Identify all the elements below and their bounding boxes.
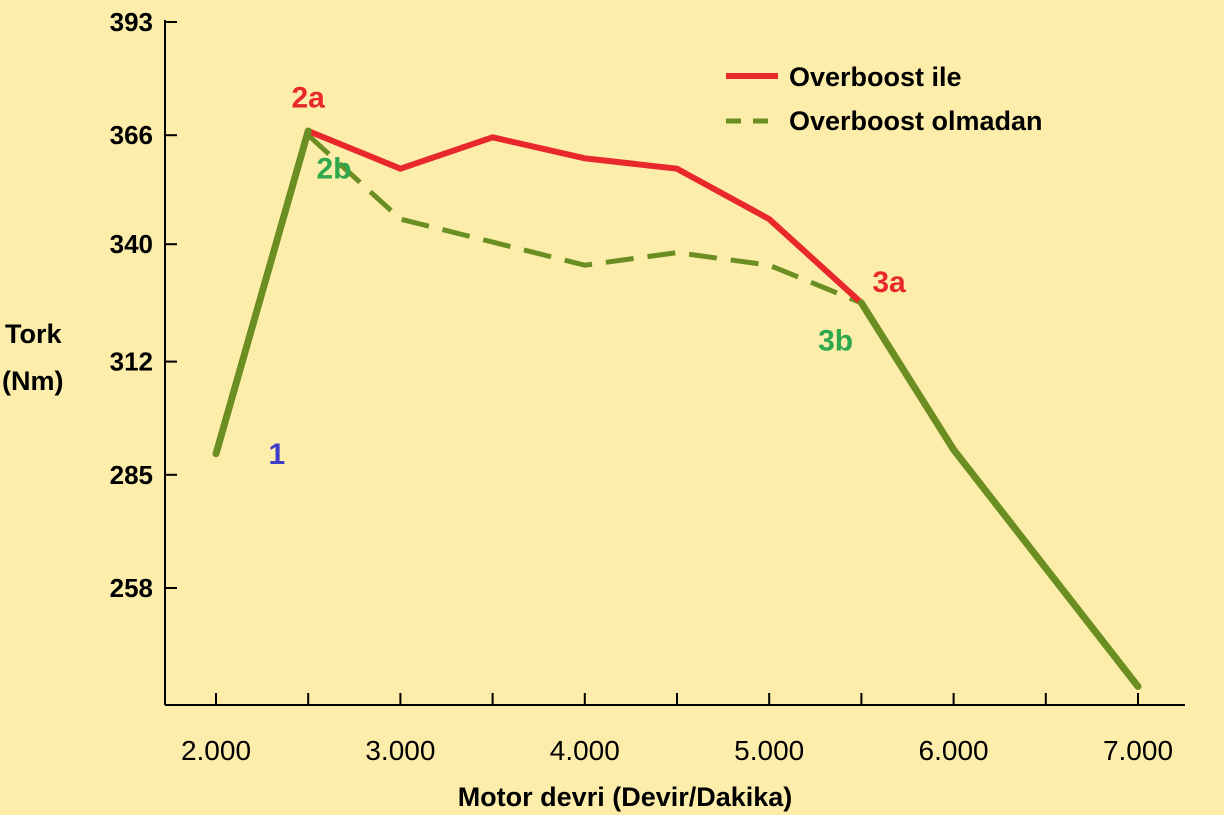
point-label-2b: 2b <box>317 153 352 186</box>
x-tick-label: 5.000 <box>734 735 804 766</box>
series-line-overboost-ile <box>308 131 861 303</box>
x-axis-title: Motor devri (Devir/Dakika) <box>458 782 793 812</box>
x-ticks: 2.000 3.000 4.000 5.000 6.000 7.000 <box>181 693 1173 766</box>
y-tick-label: 285 <box>110 460 153 490</box>
x-tick-label: 4.000 <box>550 735 620 766</box>
y-tick-label: 393 <box>110 7 153 37</box>
point-label-3b: 3b <box>818 325 853 358</box>
point-label-1: 1 <box>269 438 286 471</box>
y-axis-title-line-1: Tork <box>5 319 62 349</box>
x-tick-label: 6.000 <box>919 735 989 766</box>
y-tick-label: 366 <box>110 120 153 150</box>
point-label-3a: 3a <box>872 266 906 299</box>
annotations: 1 2a 2b 3a 3b <box>269 81 907 470</box>
x-tick-label: 7.000 <box>1103 735 1173 766</box>
legend-label-overboost-olmadan: Overboost olmadan <box>789 106 1043 136</box>
y-tick-label: 258 <box>110 573 153 603</box>
point-label-2a: 2a <box>292 81 326 114</box>
y-tick-label: 340 <box>110 229 153 259</box>
y-ticks: 258 285 312 340 366 393 <box>110 7 177 603</box>
legend: Overboost ile Overboost olmadan <box>726 62 1043 136</box>
series-layer <box>216 131 1138 687</box>
y-axis-title-line-2: (Nm) <box>2 366 64 396</box>
x-tick-label: 2.000 <box>181 735 251 766</box>
series-line-shared-segment <box>216 131 308 454</box>
series-line-shared-segment <box>861 303 1138 687</box>
y-tick-label: 312 <box>110 347 153 377</box>
legend-label-overboost-ile: Overboost ile <box>789 62 962 92</box>
x-tick-label: 3.000 <box>365 735 435 766</box>
